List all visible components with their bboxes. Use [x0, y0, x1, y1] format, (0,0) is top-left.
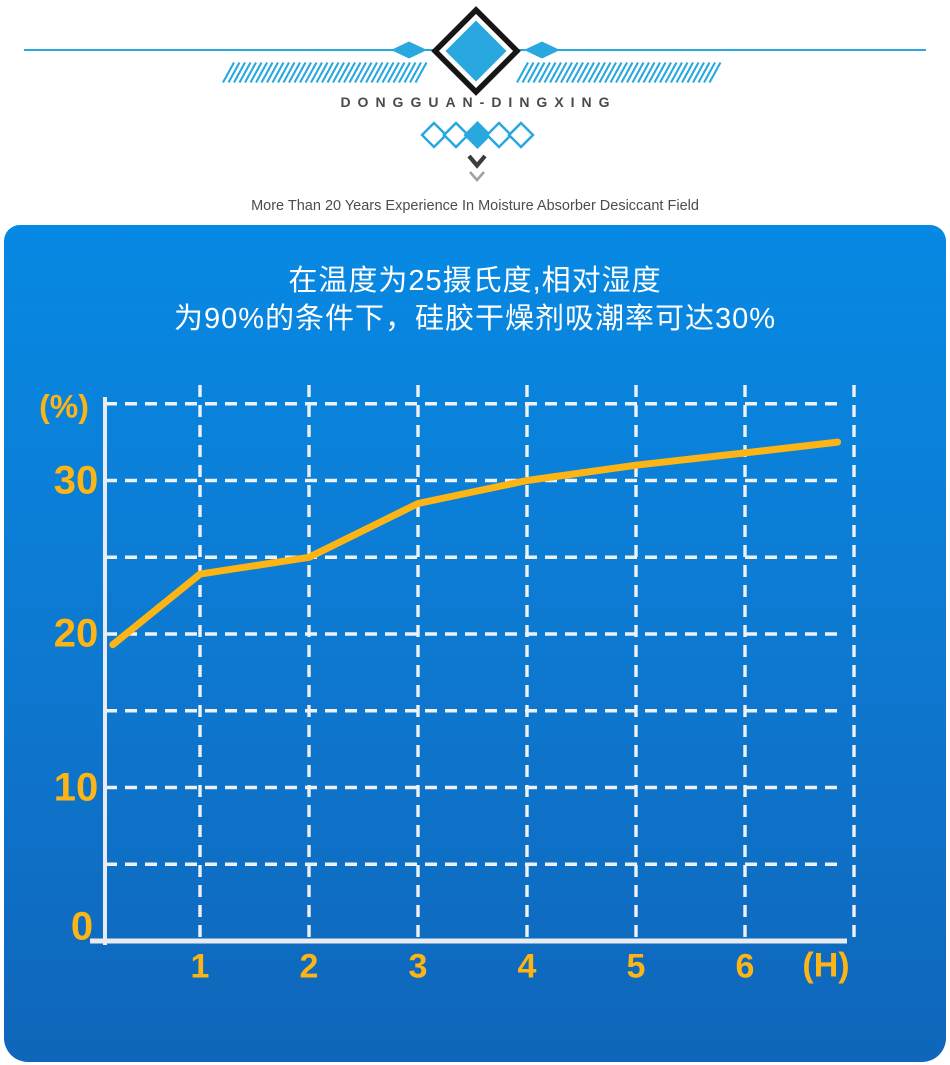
hatch-left-decoration — [222, 61, 428, 84]
x-axis-unit-label: (H) — [802, 946, 850, 985]
x-tick-label: 2 — [299, 947, 319, 986]
x-tick-label: 5 — [626, 947, 646, 986]
tagline-text: More Than 20 Years Experience In Moistur… — [251, 198, 699, 214]
hatch-right-decoration — [516, 61, 722, 84]
header-ornament — [24, 6, 926, 182]
x-tick-label: 6 — [735, 947, 755, 986]
small-diamond-right-icon — [524, 41, 560, 59]
chart-title-line2: 为90%的条件下，硅胶干燥剂吸潮率可达30% — [173, 303, 777, 335]
chart-title: 在温度为25摄氏度,相对湿度 为90%的条件下，硅胶干燥剂吸潮率可达30% — [0, 262, 950, 338]
x-tick-label: 1 — [190, 947, 210, 986]
y-axis-unit-label: (%) — [39, 388, 89, 425]
y-tick-label: 30 — [53, 458, 99, 502]
logo-diamond-icon — [431, 6, 521, 96]
small-diamond-left-icon — [391, 41, 427, 59]
x-tick-label: 3 — [408, 947, 428, 986]
chart-title-line1: 在温度为25摄氏度,相对湿度 — [288, 265, 662, 297]
y-tick-label: 10 — [53, 765, 99, 809]
brand-name: DONGGUAN-DINGXING — [340, 94, 617, 110]
diamond-row-icon — [420, 121, 535, 149]
chevron-down-light-icon — [469, 171, 485, 182]
y-tick-label: 20 — [53, 611, 99, 656]
y-tick-label: 0 — [70, 904, 94, 949]
chart-panel — [4, 225, 946, 1062]
chevron-down-dark-icon — [467, 154, 487, 169]
x-tick-label: 4 — [517, 947, 537, 986]
